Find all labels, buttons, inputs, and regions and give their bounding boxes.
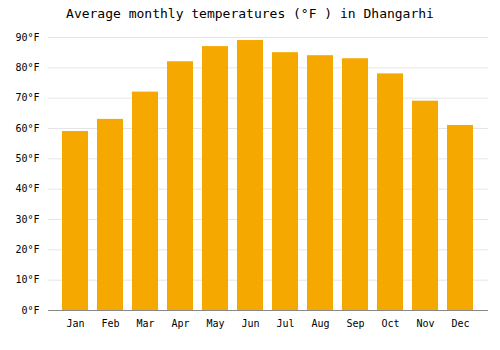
svg-text:0°F: 0°F [21,305,39,316]
svg-text:50°F: 50°F [15,153,39,164]
svg-text:Jan: Jan [66,318,84,329]
svg-text:Sep: Sep [346,318,364,329]
svg-text:Jun: Jun [241,318,259,329]
svg-text:30°F: 30°F [15,214,39,225]
svg-text:Feb: Feb [101,318,119,329]
svg-text:Oct: Oct [381,318,399,329]
svg-text:10°F: 10°F [15,274,39,285]
svg-text:70°F: 70°F [15,92,39,103]
svg-text:Mar: Mar [136,318,154,329]
svg-text:80°F: 80°F [15,62,39,73]
svg-text:Apr: Apr [171,318,189,329]
svg-text:40°F: 40°F [15,183,39,194]
svg-text:Dec: Dec [451,318,469,329]
html-text:Average monthly temperatures (: Average monthly temperatures (°F ) in Dh… [66,6,434,21]
svg-text:Jul: Jul [276,318,294,329]
svg-text:90°F: 90°F [15,32,39,43]
svg-text:May: May [206,318,224,329]
svg-text:Nov: Nov [416,318,434,329]
svg-text:Aug: Aug [311,318,329,329]
svg-text:20°F: 20°F [15,244,39,255]
svg-text:60°F: 60°F [15,123,39,134]
